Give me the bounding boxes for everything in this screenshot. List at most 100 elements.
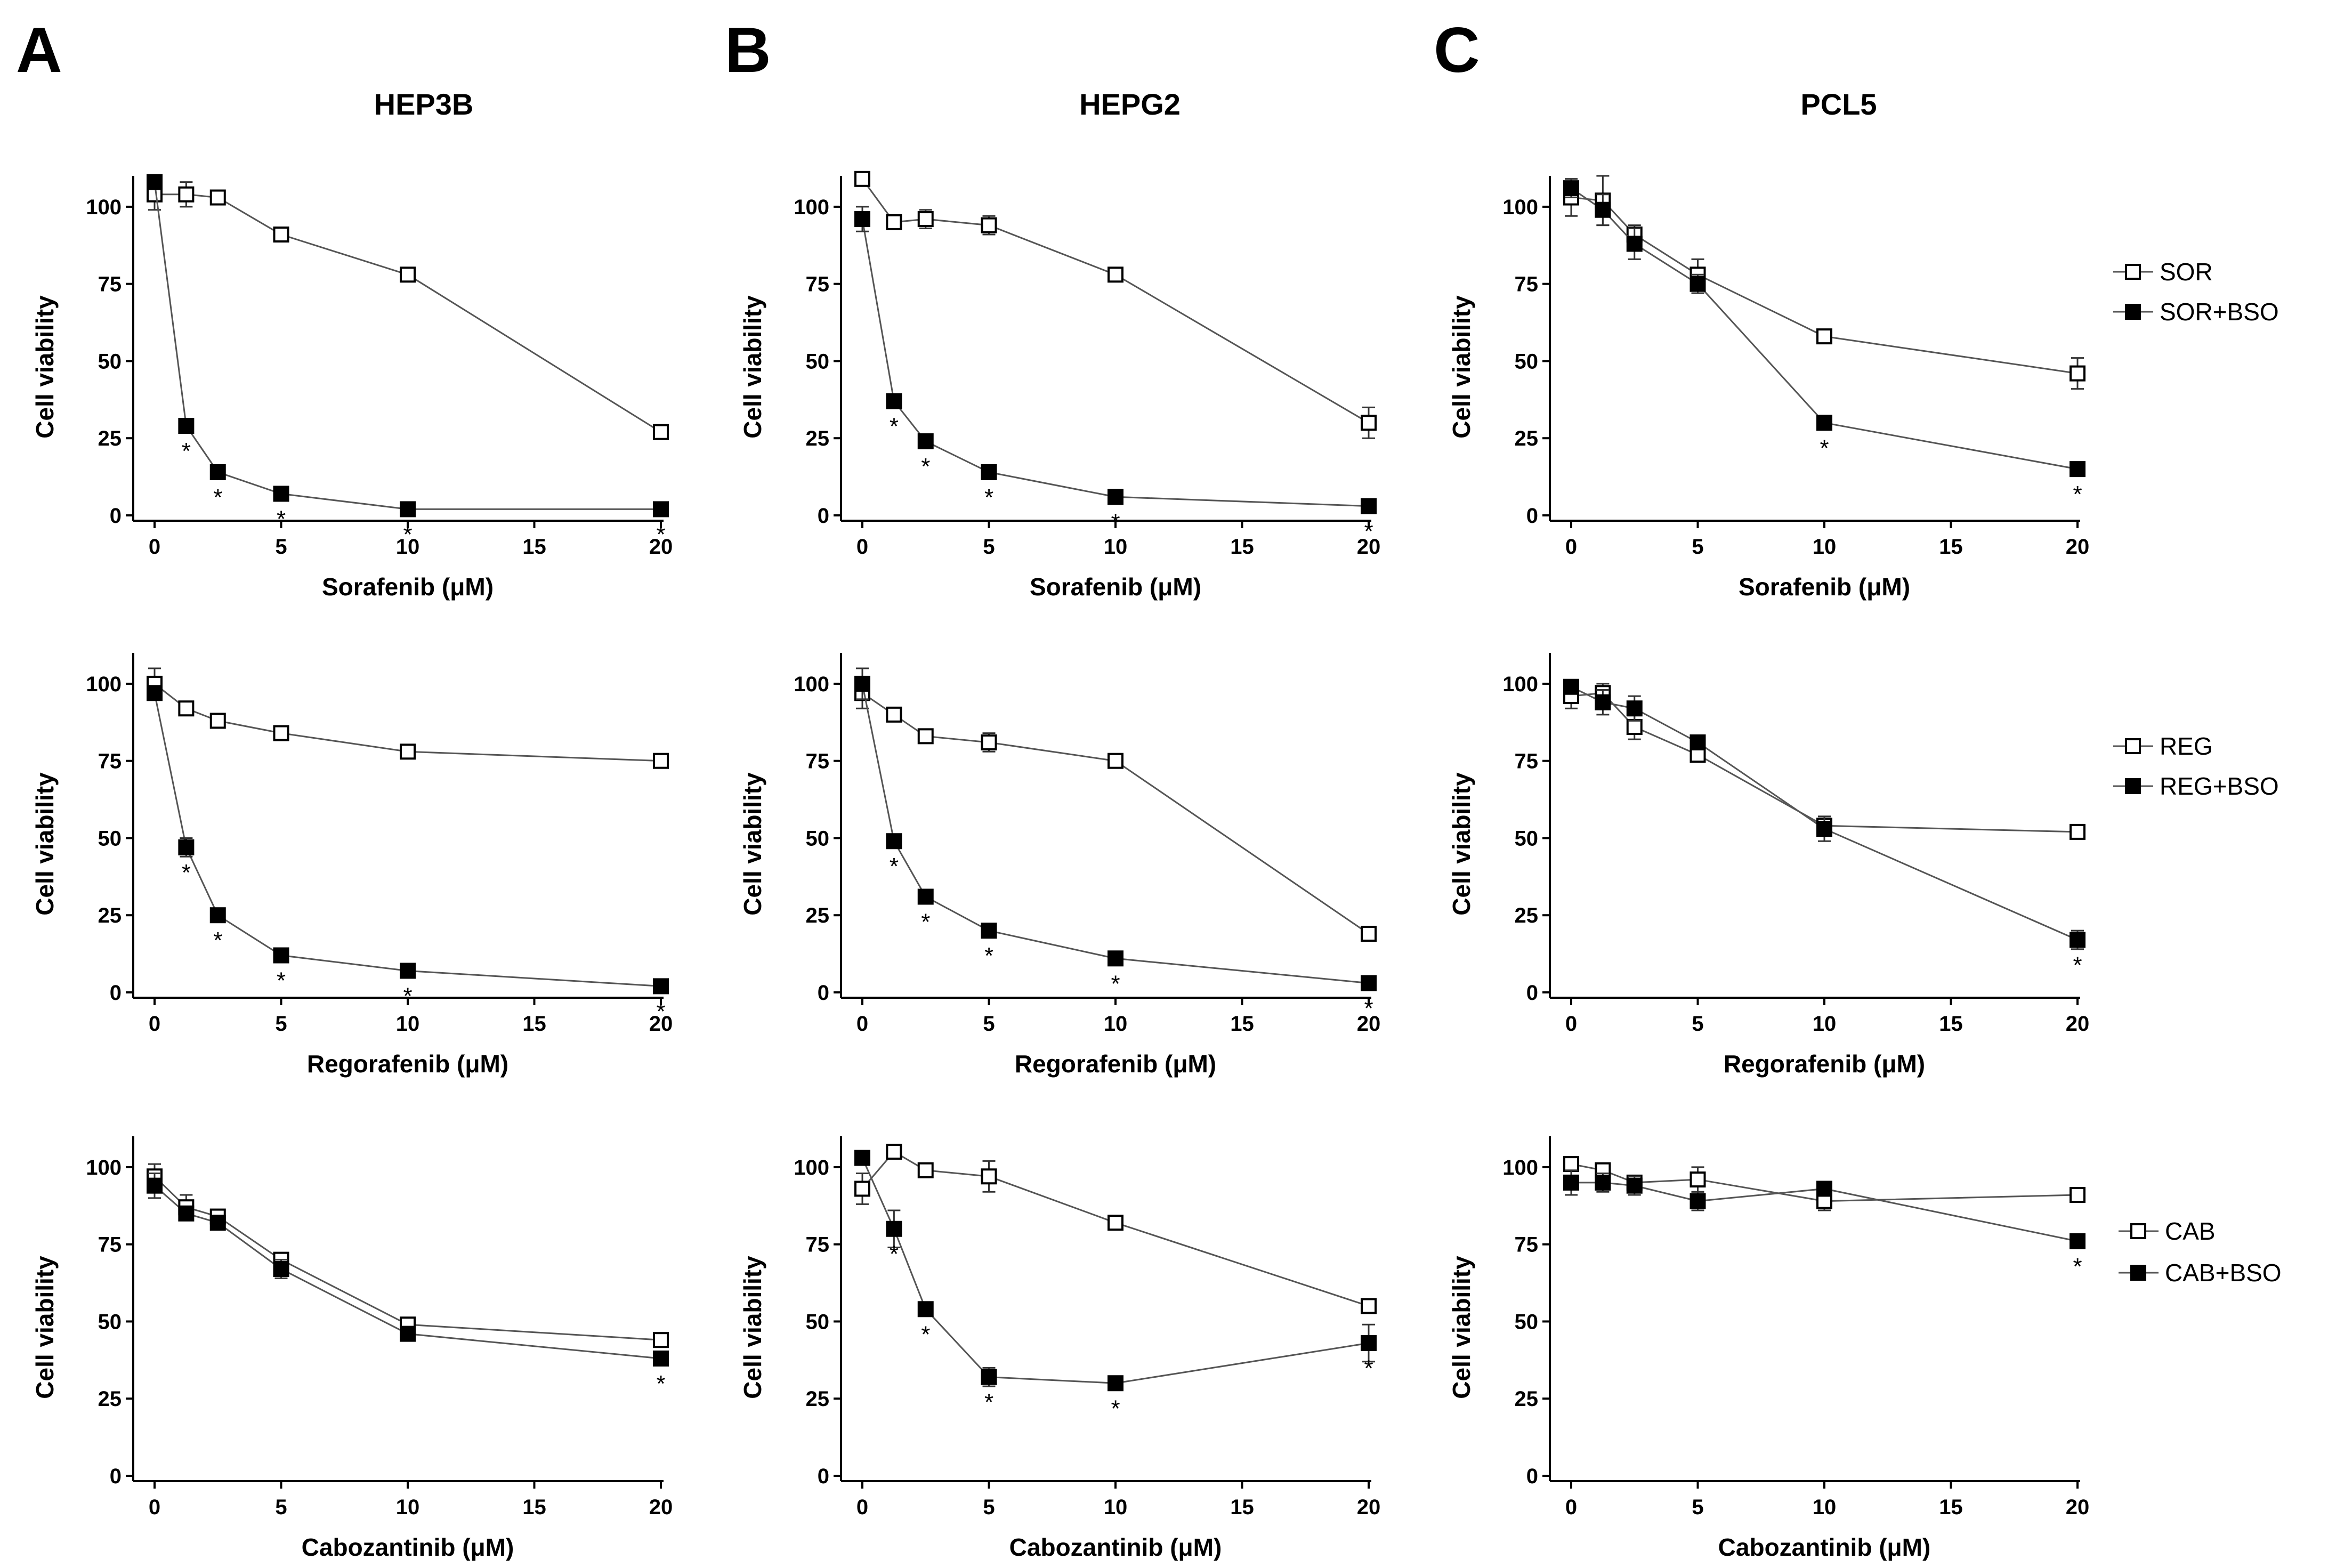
x-tick-label: 0 — [856, 535, 868, 559]
data-point-CAB+BSO — [273, 1261, 289, 1278]
data-point-REG+BSO — [1626, 700, 1643, 717]
column-title-hepg2: HEPG2 — [1079, 87, 1181, 121]
data-point-SOR — [273, 227, 289, 243]
x-tick-label: 20 — [649, 535, 673, 559]
series-line-SOR+BSO — [861, 219, 1369, 507]
significance-star: * — [656, 521, 665, 547]
data-point-REG — [1361, 925, 1377, 942]
x-tick-label: 10 — [396, 535, 420, 559]
data-point-SOR — [400, 266, 416, 283]
y-axis-title: Cell viability — [739, 295, 766, 439]
data-point-CAB — [1108, 1215, 1123, 1231]
chart-HEPG2-cabozantinib: 0 25 50 75 100 0 5 10 15 20 Cabozantinib (μM) Cell … — [739, 1136, 1380, 1561]
data-point-CAB+BSO — [147, 1177, 163, 1194]
significance-star: * — [656, 998, 665, 1024]
data-point-SOR+BSO — [147, 174, 163, 190]
data-point-CAB — [1361, 1298, 1377, 1314]
data-point-CAB — [917, 1162, 934, 1178]
series-line-SOR — [861, 178, 1369, 424]
significance-star: * — [890, 1241, 899, 1267]
x-tick-label: 0 — [149, 1012, 160, 1036]
data-point-CAB — [653, 1332, 669, 1348]
y-tick-label: 100 — [1502, 196, 1538, 219]
data-point-SOR+BSO — [1816, 415, 1832, 431]
data-point-CAB+BSO — [1626, 1177, 1643, 1194]
series-line-REG — [1571, 692, 2078, 833]
y-axis-title: Cell viability — [31, 295, 59, 439]
y-tick-label: 0 — [1526, 504, 1538, 528]
data-point-CAB+BSO — [886, 1221, 902, 1237]
y-tick-label: 25 — [806, 427, 830, 450]
x-tick-label: 20 — [2066, 1012, 2090, 1036]
data-point-SOR — [209, 189, 226, 206]
data-point-CAB+BSO — [981, 1369, 997, 1385]
data-point-CAB — [886, 1143, 902, 1160]
data-point-CAB — [2070, 1187, 2086, 1203]
data-point-SOR+BSO — [854, 211, 870, 228]
y-tick-label: 100 — [86, 1156, 122, 1179]
y-tick-label: 100 — [86, 673, 122, 696]
data-point-SOR+BSO — [178, 418, 195, 434]
data-point-REG — [178, 700, 195, 717]
y-tick-label: 50 — [1515, 1310, 1539, 1333]
significance-star: * — [890, 414, 899, 440]
y-tick-label: 25 — [98, 1387, 122, 1411]
x-tick-label: 15 — [1939, 535, 1963, 559]
chart-PCL5-regorafenib: 0 25 50 75 100 0 5 10 15 20 Regorafenib (μM) Cell v… — [1448, 653, 2089, 1078]
data-point-REG — [917, 728, 934, 745]
data-point-SOR+BSO — [209, 464, 226, 480]
y-tick-label: 50 — [98, 350, 122, 373]
chart-PCL5-sorafenib: 0 25 50 75 100 0 5 10 15 20 Sorafenib (μM) Cell via… — [1448, 175, 2089, 601]
data-point-CAB+BSO — [178, 1205, 195, 1222]
data-point-SOR — [1108, 266, 1123, 283]
data-point-SOR+BSO — [981, 464, 997, 480]
data-point-REG — [1626, 718, 1643, 735]
x-tick-label: 5 — [983, 1012, 995, 1036]
y-tick-label: 0 — [110, 1465, 122, 1488]
x-axis-title: Sorafenib (μM) — [1739, 573, 1910, 601]
data-point-REG+BSO — [886, 833, 902, 850]
legend-marker-filled — [2125, 778, 2141, 794]
data-point-CAB+BSO — [1361, 1335, 1377, 1351]
y-axis-title: Cell viability — [1448, 295, 1475, 439]
data-point-REG+BSO — [854, 675, 870, 692]
data-point-REG+BSO — [1361, 975, 1377, 991]
data-point-SOR — [178, 186, 195, 203]
significance-star: * — [277, 968, 286, 994]
significance-star: * — [2073, 952, 2082, 979]
x-axis-title: Regorafenib (μM) — [307, 1050, 508, 1078]
significance-star: * — [2073, 481, 2082, 507]
column-title-hep3b: HEP3B — [374, 87, 474, 121]
data-point-SOR+BSO — [1690, 276, 1706, 292]
chart-HEPG2-regorafenib: 0 25 50 75 100 0 5 10 15 20 Regorafenib (μM) Cell v… — [739, 653, 1380, 1078]
x-tick-label: 10 — [1813, 1496, 1837, 1519]
y-tick-label: 25 — [98, 427, 122, 450]
y-tick-label: 100 — [794, 1156, 829, 1179]
x-tick-label: 10 — [396, 1496, 420, 1519]
y-tick-label: 25 — [1515, 904, 1539, 927]
legend-row-1: SOR SOR+BSO — [2113, 258, 2279, 326]
y-tick-label: 0 — [110, 981, 122, 1005]
x-tick-label: 0 — [149, 535, 160, 559]
data-point-CAB — [854, 1181, 870, 1197]
data-point-REG+BSO — [653, 978, 669, 995]
chart-HEPG2-sorafenib: 0 25 50 75 100 0 5 10 15 20 Sorafenib (μM) Cell via… — [739, 171, 1380, 601]
y-axis-title: Cell viability — [1448, 1256, 1475, 1399]
x-tick-label: 15 — [1230, 1496, 1254, 1519]
y-tick-label: 100 — [1502, 673, 1538, 696]
data-point-REG+BSO — [400, 963, 416, 979]
legend-marker-open — [2130, 1223, 2146, 1239]
series-line-REG+BSO — [861, 683, 1369, 984]
x-tick-label: 5 — [1692, 1496, 1703, 1519]
x-tick-label: 0 — [856, 1496, 868, 1519]
data-point-SOR+BSO — [400, 501, 416, 518]
data-point-SOR+BSO — [917, 433, 934, 450]
legend-label-sor-bso: SOR+BSO — [2160, 298, 2279, 326]
x-tick-label: 20 — [649, 1496, 673, 1519]
x-tick-label: 10 — [1813, 535, 1837, 559]
y-tick-label: 50 — [1515, 827, 1539, 850]
y-tick-label: 0 — [1526, 981, 1538, 1005]
y-axis-title: Cell viability — [739, 772, 766, 916]
